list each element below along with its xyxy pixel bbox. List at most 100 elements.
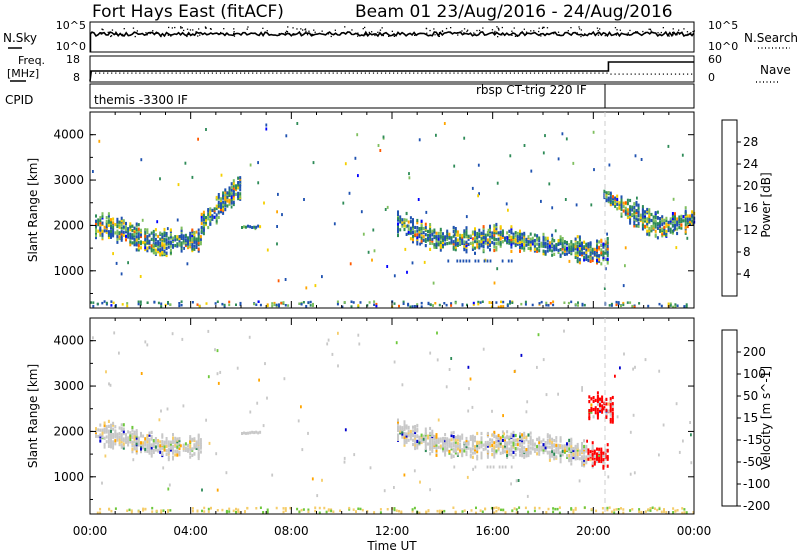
block-cell — [253, 431, 256, 435]
echo-cell — [546, 441, 549, 445]
echo-cell — [232, 197, 235, 201]
echo-cell — [536, 444, 539, 449]
echo-cell — [635, 200, 638, 205]
echo-cell — [540, 445, 543, 449]
echo-cell — [429, 227, 432, 231]
noise-search-dot — [580, 35, 582, 38]
noise-search-dot — [132, 27, 135, 29]
echo-cell — [501, 240, 504, 244]
sparse-cell — [277, 279, 280, 283]
echo-cell — [161, 435, 164, 439]
sparse-cell — [605, 267, 607, 271]
echo-cell — [205, 221, 207, 225]
echo-cell — [97, 218, 100, 222]
echo-cell — [167, 242, 170, 246]
band-cell — [507, 259, 510, 263]
ground-cell — [606, 508, 609, 512]
freq-panel — [89, 55, 695, 83]
echo-cell — [199, 444, 202, 448]
echo-cell — [491, 453, 494, 457]
ground-cell — [287, 304, 290, 307]
noise-search-dot — [311, 33, 313, 35]
echo-cell — [129, 440, 132, 444]
echo-cell — [189, 445, 192, 449]
nave-dot — [529, 72, 532, 74]
echo-cell — [154, 447, 157, 451]
nave-dot — [95, 72, 97, 74]
echo-cell — [435, 231, 438, 235]
echo-cell — [429, 223, 432, 227]
echo-cell — [107, 233, 110, 237]
echo-cell — [452, 435, 455, 439]
ground-cell — [463, 509, 466, 512]
nave-dot — [324, 72, 326, 74]
nave-dot — [260, 72, 262, 74]
echo-cell — [110, 229, 112, 233]
echo-cell — [228, 186, 231, 190]
echo-cell — [523, 237, 526, 242]
echo-cell — [606, 261, 609, 265]
time-x-axis: 00:00 04:00 08:00 12:00 16:00 20:00 00:00 — [73, 112, 711, 538]
echo-cell — [127, 439, 130, 443]
echo-cell — [581, 447, 583, 451]
echo-cell — [437, 439, 440, 443]
echo-cell — [493, 230, 496, 235]
echo-cell — [180, 236, 183, 240]
echo-cell — [620, 203, 623, 207]
ground-cell — [307, 301, 310, 304]
echo-cell — [461, 238, 464, 242]
echo-cell — [648, 212, 651, 217]
noise-search-dot — [662, 27, 664, 29]
echo-cell — [499, 441, 502, 445]
echo-cell — [568, 441, 571, 445]
echo-cell — [163, 251, 166, 255]
nave-dot — [533, 72, 536, 74]
echo-cell — [172, 245, 174, 249]
sparse-cell — [662, 423, 665, 427]
echo-cell — [602, 451, 605, 455]
echo-cell — [578, 239, 581, 243]
ground-cell — [427, 509, 430, 512]
echo-cell — [459, 448, 462, 452]
echo-cell — [689, 217, 691, 221]
ground-cell — [402, 302, 405, 305]
echo-cell — [527, 433, 530, 437]
echo-cell — [114, 442, 117, 446]
nave-dot — [163, 72, 165, 74]
ground-cell — [266, 508, 269, 511]
echo-cell — [641, 213, 644, 217]
noise-search-dot — [391, 30, 393, 32]
sparse-cell — [675, 402, 678, 406]
echo-cell — [598, 450, 601, 455]
echo-cell — [148, 433, 151, 437]
echo-cell — [197, 247, 200, 251]
colorbar-tick-label: 24 — [743, 157, 758, 171]
sparse-cell — [300, 405, 302, 409]
echo-cell — [495, 231, 498, 235]
echo-cell — [669, 219, 672, 223]
echo-cell — [144, 247, 147, 252]
echo-cell — [561, 241, 564, 245]
echo-cell — [456, 444, 459, 448]
echo-cell — [559, 242, 562, 246]
echo-cell — [471, 434, 474, 438]
echo-cell — [184, 446, 187, 450]
echo-cell — [689, 214, 691, 218]
noise-search-dot — [223, 28, 225, 30]
echo-cell — [199, 242, 202, 246]
echo-cell — [553, 443, 556, 447]
ground-cell — [558, 506, 561, 509]
ground-cell — [644, 510, 647, 513]
noise-search-dot — [110, 35, 112, 38]
echo-cell — [125, 228, 127, 232]
echo-cell — [213, 210, 216, 214]
echo-cell — [403, 224, 406, 228]
sparse-cell — [277, 192, 279, 196]
echo-cell — [572, 243, 575, 247]
ground-cell — [493, 511, 496, 514]
echo-cell — [444, 445, 447, 449]
echo-cell — [618, 205, 621, 209]
echo-cell — [516, 240, 519, 244]
echo-cell — [167, 451, 170, 455]
echo-cell — [195, 245, 198, 249]
